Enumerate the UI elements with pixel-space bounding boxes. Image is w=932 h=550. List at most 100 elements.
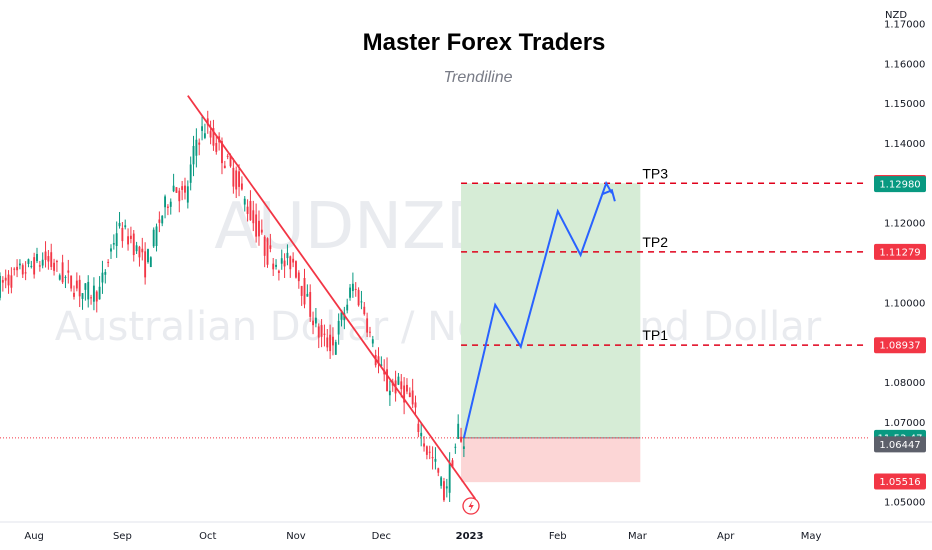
alert-icon[interactable] <box>462 497 480 515</box>
candle-body <box>38 265 41 267</box>
candles <box>0 110 465 502</box>
candle-body <box>58 275 61 280</box>
candle-body <box>334 342 337 355</box>
candle-body <box>425 446 428 455</box>
candle-body <box>406 384 408 392</box>
candle-body <box>203 133 206 138</box>
candle-body <box>445 486 448 489</box>
candle-body <box>61 262 64 283</box>
candle-body <box>400 381 403 390</box>
watermark-name: Australian Dollar / New Zealand Dollar <box>55 304 822 350</box>
candle-body <box>320 325 323 337</box>
candle-body <box>363 306 366 315</box>
candle-body <box>369 331 371 333</box>
candle-body <box>457 423 460 439</box>
candle-body <box>269 245 272 249</box>
candle-body <box>434 458 437 462</box>
candle-body <box>101 272 104 283</box>
candle-body <box>258 220 260 237</box>
candle-body <box>309 292 312 317</box>
price-badge-text: 1.05516 <box>879 477 920 488</box>
trendline <box>187 95 476 500</box>
candle-body <box>98 286 101 300</box>
candle-body <box>4 277 7 281</box>
candle-body <box>428 451 431 453</box>
candle-body <box>366 318 369 333</box>
price-badge-bg <box>874 243 926 260</box>
candle-body <box>175 187 178 193</box>
candle-body <box>403 385 406 403</box>
candle-body <box>78 279 81 297</box>
candle-body <box>44 251 47 260</box>
candle-body <box>312 320 314 326</box>
candle-body <box>115 233 118 247</box>
candle-body <box>124 225 127 228</box>
time-tick-label: Oct <box>199 531 216 542</box>
candle-body <box>263 236 266 256</box>
time-tick-label: Feb <box>549 531 567 542</box>
candle-body <box>277 270 280 273</box>
candle-body <box>360 301 363 303</box>
candle-body <box>21 265 24 275</box>
candle-body <box>423 443 425 447</box>
time-axis[interactable]: Aug Sep Oct Nov Dec 2023 Feb Mar Apr May <box>24 531 821 542</box>
candle-body <box>147 249 149 263</box>
candle-body <box>297 272 300 282</box>
candle-body <box>243 198 246 205</box>
candle-body <box>223 165 226 169</box>
candle-body <box>95 291 98 302</box>
price-tick-label: 1.17000 <box>884 19 925 30</box>
candle-body <box>192 145 195 165</box>
price-axis[interactable]: 1.17000 1.16000 1.15000 1.14000 1.12000 1.100… <box>884 19 925 508</box>
position-zones <box>461 183 641 483</box>
candle-body <box>90 297 93 299</box>
candle-body <box>286 252 289 259</box>
candle-body <box>289 256 292 270</box>
candle-body <box>326 337 329 348</box>
candle-body <box>388 390 391 396</box>
candle-body <box>462 446 465 449</box>
candle-body <box>195 139 198 156</box>
candle-body <box>7 274 10 286</box>
candle-body <box>323 333 326 335</box>
candle-body <box>357 289 360 306</box>
candle-body <box>64 276 67 278</box>
candle-body <box>314 317 317 324</box>
loss-zone <box>461 437 641 483</box>
candle-body <box>440 477 443 486</box>
price-badge-bg <box>874 176 926 193</box>
candle-body <box>47 256 50 262</box>
price-tick-label: 1.15000 <box>884 99 925 110</box>
candle-body <box>121 227 124 242</box>
candle-body <box>178 190 181 202</box>
candle-body <box>81 293 84 299</box>
candle-body <box>36 253 38 262</box>
candle-body <box>53 262 56 271</box>
candle-body <box>437 468 440 473</box>
candle-body <box>386 369 388 392</box>
price-badge: 1.12980 <box>874 176 926 193</box>
candle-body <box>303 278 306 305</box>
candle-body <box>107 261 110 263</box>
candle-body <box>110 248 112 252</box>
candle-body <box>209 131 212 138</box>
candle-body <box>33 257 36 275</box>
candle-body <box>420 432 423 437</box>
candle-body <box>340 312 343 320</box>
candle-body <box>67 270 70 273</box>
candle-body <box>414 402 417 408</box>
candle-body <box>118 222 121 227</box>
candle-body <box>215 142 218 152</box>
candle-body <box>212 128 215 146</box>
price-badge: 1.08937 <box>874 337 926 354</box>
price-tick-label: 1.08000 <box>884 378 925 389</box>
price-badges: 1.130081.129801.112791.0893711:53:471.06… <box>874 174 926 490</box>
candle-body <box>152 229 155 247</box>
price-tick-label: 1.07000 <box>884 418 925 429</box>
candle-body <box>158 219 161 223</box>
candle-body <box>332 336 334 346</box>
price-badge-text: 1.12980 <box>879 180 920 191</box>
candle-body <box>371 339 374 344</box>
